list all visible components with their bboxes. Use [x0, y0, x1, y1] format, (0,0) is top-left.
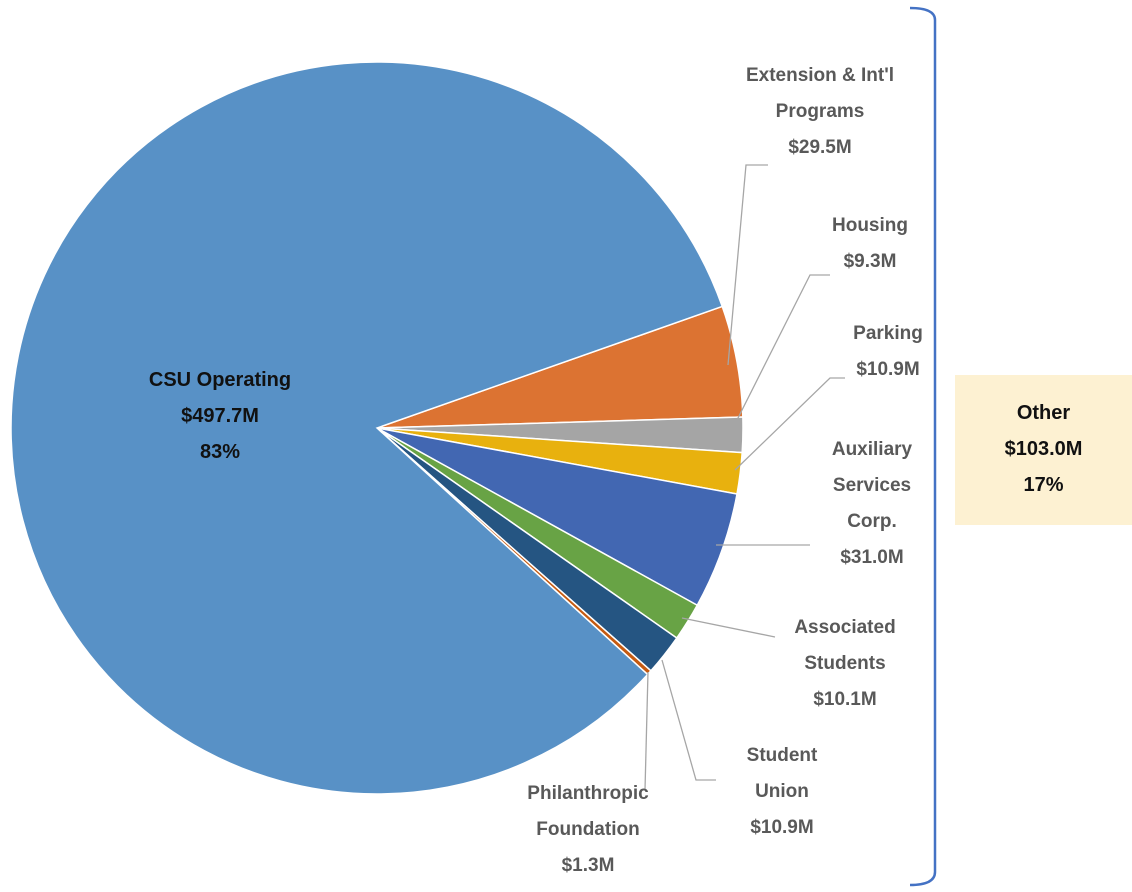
- slice-category: Extension & Int'l Programs: [745, 65, 895, 122]
- slice-category: CSU Operating: [148, 369, 292, 391]
- slice-value: $10.9M: [856, 359, 920, 380]
- slice-value: $1.3M: [561, 855, 615, 876]
- group-bracket: [909, 6, 937, 887]
- slice-label: Housing $9.3M: [810, 208, 930, 280]
- group-label: Other: [1016, 402, 1071, 424]
- slice-value: $497.7M: [181, 405, 259, 427]
- slice-label: Philanthropic Foundation $1.3M: [493, 776, 683, 884]
- slice-label: Auxiliary Services Corp. $31.0M: [812, 432, 932, 576]
- group-box: Other $103.0M 17%: [955, 375, 1132, 525]
- slice-category: Auxiliary Services Corp.: [831, 439, 913, 532]
- slice-label: CSU Operating $497.7M 83%: [100, 362, 340, 470]
- slice-value: $29.5M: [788, 137, 852, 158]
- slice-category: Philanthropic Foundation: [527, 783, 649, 840]
- slice-category: Housing: [832, 215, 908, 236]
- slice-category: Parking: [853, 323, 923, 344]
- slice-value: $9.3M: [843, 251, 897, 272]
- leader-line: [661, 659, 716, 781]
- slice-label: Extension & Int'l Programs $29.5M: [725, 58, 915, 166]
- slice-value: $10.1M: [813, 689, 877, 710]
- group-percent: 17%: [1023, 474, 1064, 496]
- leader-line: [644, 671, 649, 791]
- leader-line: [736, 274, 830, 421]
- slice-value: $10.9M: [750, 817, 814, 838]
- leader-line: [734, 377, 845, 471]
- slice-label: Parking $10.9M: [828, 316, 948, 388]
- slice-label: Associated Students $10.1M: [765, 610, 925, 718]
- slice-label: Student Union $10.9M: [722, 738, 842, 846]
- group-value: $103.0M: [1004, 438, 1083, 460]
- leader-line: [727, 164, 768, 366]
- leader-line: [681, 617, 776, 638]
- slice-category: Student Union: [746, 745, 818, 802]
- pie-slice: [10, 61, 724, 795]
- slice-percent: 83%: [199, 441, 241, 463]
- slice-value: $31.0M: [840, 547, 904, 568]
- slice-category: Associated Students: [794, 617, 896, 674]
